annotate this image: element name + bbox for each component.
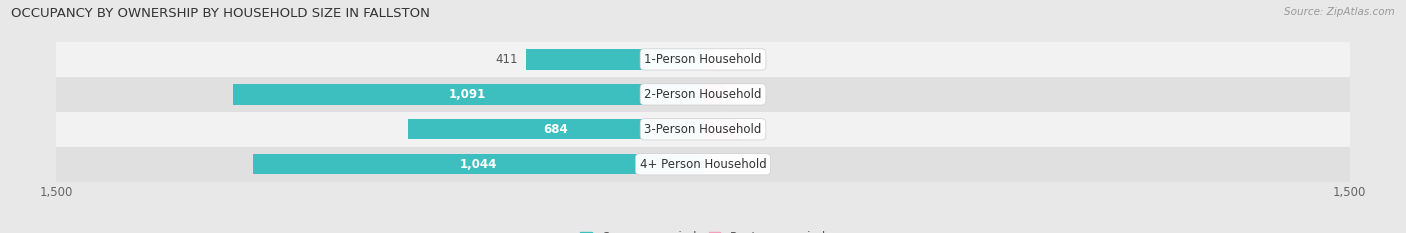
Bar [253,154,703,174]
Bar [56,112,1350,147]
Text: Source: ZipAtlas.com: Source: ZipAtlas.com [1284,7,1395,17]
Legend: Owner-occupied, Renter-occupied: Owner-occupied, Renter-occupied [575,226,831,233]
Bar [703,84,725,105]
Text: 28: 28 [723,53,738,66]
Bar [56,42,1350,77]
Text: 1,091: 1,091 [449,88,486,101]
Text: 4+ Person Household: 4+ Person Household [640,158,766,171]
Text: OCCUPANCY BY OWNERSHIP BY HOUSEHOLD SIZE IN FALLSTON: OCCUPANCY BY OWNERSHIP BY HOUSEHOLD SIZE… [11,7,430,20]
Text: 3-Person Household: 3-Person Household [644,123,762,136]
Bar [232,84,703,105]
Bar [703,49,716,69]
Text: 1,044: 1,044 [460,158,496,171]
Bar [408,119,703,139]
Text: 52: 52 [733,88,748,101]
Text: 411: 411 [495,53,517,66]
Text: 2-Person Household: 2-Person Household [644,88,762,101]
Bar [703,154,706,174]
Text: 0: 0 [713,158,720,171]
Text: 84: 84 [747,123,762,136]
Text: 1-Person Household: 1-Person Household [644,53,762,66]
Text: 684: 684 [543,123,568,136]
Bar [526,49,703,69]
Bar [56,147,1350,182]
Bar [703,119,740,139]
Bar [56,77,1350,112]
